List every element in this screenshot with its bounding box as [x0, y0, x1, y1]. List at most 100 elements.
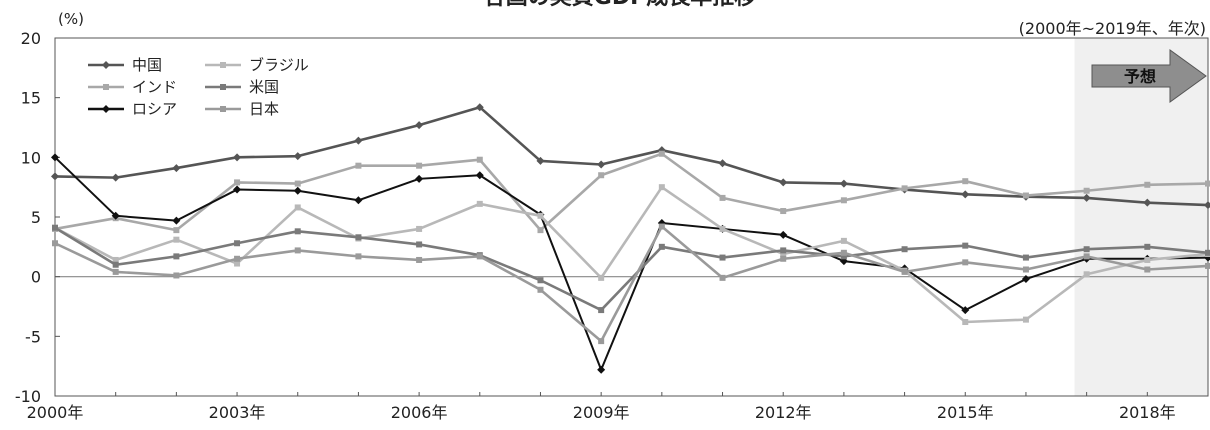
- legend-label: 米国: [249, 78, 279, 96]
- legend-label: ブラジル: [249, 56, 309, 74]
- data-point: [962, 259, 969, 266]
- data-point: [234, 255, 241, 262]
- data-point: [1205, 249, 1210, 256]
- data-point: [840, 249, 847, 256]
- legend-marker: [102, 61, 110, 69]
- axes: [54, 37, 1209, 397]
- data-point: [839, 179, 848, 188]
- series-line: [54, 152, 1209, 232]
- data-point: [172, 164, 181, 173]
- data-point: [780, 255, 787, 262]
- data-point: [1083, 187, 1090, 194]
- data-point: [598, 274, 605, 281]
- data-point: [173, 236, 180, 243]
- data-point: [536, 156, 545, 165]
- data-point: [598, 172, 605, 179]
- plot-frame: [54, 37, 1209, 397]
- data-point: [719, 225, 726, 232]
- data-point: [658, 223, 665, 230]
- legend-marker: [220, 106, 226, 112]
- data-point: [1083, 271, 1090, 278]
- data-point: [112, 261, 119, 268]
- y-tick-label: 15: [21, 89, 41, 108]
- y-tick-label: 10: [21, 148, 41, 167]
- data-point: [233, 185, 242, 194]
- legend-label: 日本: [249, 100, 279, 118]
- data-point: [476, 253, 483, 260]
- legend-marker: [220, 62, 226, 68]
- data-point: [234, 240, 241, 247]
- legend-item: インド: [88, 78, 177, 96]
- series-lines: [51, 103, 1210, 374]
- data-point: [1143, 198, 1152, 207]
- data-point: [779, 230, 788, 239]
- x-tick-label: 2000年: [27, 403, 84, 422]
- x-tick-label: 2015年: [937, 403, 994, 422]
- data-point: [172, 216, 181, 225]
- data-point: [961, 190, 970, 199]
- data-point: [719, 274, 726, 281]
- data-point: [1144, 256, 1151, 263]
- data-point: [112, 256, 119, 263]
- data-point: [416, 162, 423, 169]
- data-point: [840, 237, 847, 244]
- data-point: [1021, 275, 1030, 284]
- data-point: [294, 180, 301, 187]
- legend-item: ロシア: [88, 100, 177, 118]
- y-tick-label: 0: [31, 268, 41, 287]
- data-point: [840, 197, 847, 204]
- legend-item: ブラジル: [205, 56, 309, 74]
- data-point: [779, 178, 788, 187]
- data-point: [293, 152, 302, 161]
- data-point: [962, 242, 969, 249]
- forecast-shading: [1074, 38, 1208, 396]
- series-2: [52, 150, 1210, 234]
- series-5: [52, 224, 1210, 314]
- series-4: [52, 184, 1210, 326]
- data-point: [780, 208, 787, 215]
- data-point: [415, 174, 424, 183]
- forecast-label: 予想: [1124, 67, 1156, 86]
- data-point: [475, 103, 484, 112]
- chart-title: 各国の実質GDP成長率推移: [483, 0, 756, 10]
- data-point: [901, 185, 908, 192]
- data-point: [1205, 180, 1210, 187]
- data-point: [840, 253, 847, 260]
- data-point: [1144, 266, 1151, 273]
- series-line: [54, 156, 1209, 371]
- legend-label: 中国: [132, 56, 162, 74]
- data-point: [355, 253, 362, 260]
- data-point: [780, 247, 787, 254]
- data-point: [1204, 201, 1210, 210]
- legend-label: ロシア: [132, 100, 177, 118]
- data-point: [1144, 243, 1151, 250]
- data-point: [598, 307, 605, 314]
- data-point: [234, 179, 241, 186]
- data-point: [658, 184, 665, 191]
- series-line: [54, 185, 1209, 324]
- data-point: [537, 227, 544, 234]
- data-point: [51, 153, 59, 162]
- forecast-arrow-shape: [1091, 49, 1207, 103]
- data-point: [51, 172, 59, 181]
- data-point: [1022, 266, 1029, 273]
- y-tick-label: -10: [15, 387, 41, 406]
- data-point: [1022, 316, 1029, 323]
- data-point: [476, 200, 483, 207]
- data-point: [962, 319, 969, 326]
- legend-item: 日本: [205, 100, 279, 118]
- series-3: [51, 153, 1210, 374]
- y-tick-label: -5: [25, 327, 41, 346]
- data-point: [416, 225, 423, 232]
- legend-marker: [103, 84, 109, 90]
- series-line: [54, 225, 1209, 343]
- data-point: [1083, 253, 1090, 260]
- data-point: [1022, 192, 1029, 199]
- data-point: [111, 211, 120, 220]
- data-point: [719, 194, 726, 201]
- data-point: [961, 306, 970, 315]
- data-point: [780, 250, 787, 257]
- data-point: [537, 277, 544, 284]
- data-point: [658, 243, 665, 250]
